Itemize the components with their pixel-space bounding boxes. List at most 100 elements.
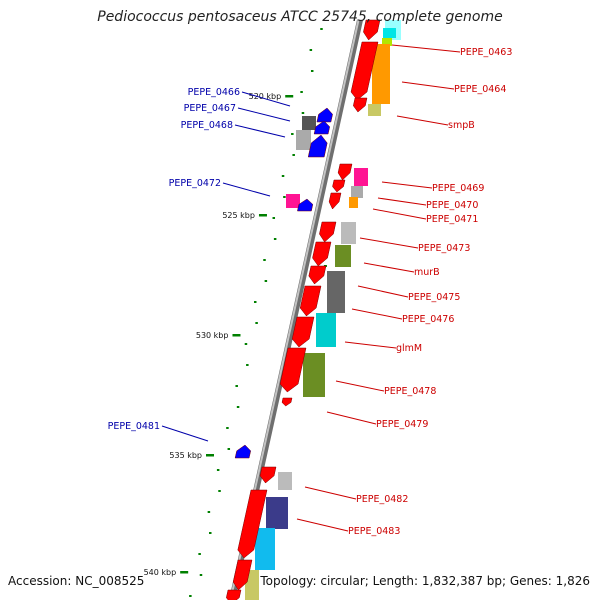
- minor-tick: [309, 49, 313, 51]
- minor-tick: [253, 301, 257, 303]
- leader-line: [359, 237, 419, 249]
- cog-box: [341, 222, 356, 244]
- leader-line: [401, 81, 455, 90]
- tick-label: 530 kbp: [196, 331, 229, 340]
- forward-gene-arrow: [281, 397, 293, 407]
- forward-gene-arrow: [312, 241, 332, 267]
- leader-line: [335, 380, 385, 392]
- forward-gene-arrow: [337, 163, 353, 181]
- gene-labels: PEPE_0463 PEPE_0464 smpB PEPE_0469 PEPE_0470…: [108, 47, 513, 537]
- minor-tick: [320, 28, 323, 30]
- major-tick: [258, 214, 267, 217]
- cog-color-boxes: [245, 20, 401, 600]
- minor-tick: [300, 91, 303, 93]
- forward-gene-label: PEPE_0482: [356, 494, 408, 505]
- forward-gene-label: murB: [414, 267, 440, 278]
- minor-tick: [198, 553, 201, 555]
- forward-gene-arrow: [350, 41, 379, 101]
- forward-gene-label: PEPE_0476: [402, 314, 454, 325]
- minor-tick: [189, 595, 192, 597]
- cog-box: [245, 570, 259, 600]
- forward-gene-arrow: [279, 347, 307, 393]
- cog-box: [354, 168, 368, 186]
- forward-gene-arrow: [232, 559, 253, 591]
- cog-box: [351, 186, 363, 198]
- cog-box: [349, 197, 358, 208]
- cog-box: [255, 528, 275, 570]
- minor-tick: [310, 70, 314, 72]
- reverse-gene-arrow: [313, 120, 330, 135]
- leader-line: [396, 115, 449, 126]
- major-tick: [180, 571, 189, 574]
- cog-box: [382, 38, 392, 46]
- minor-tick: [301, 112, 305, 114]
- cog-box: [286, 194, 300, 208]
- minor-tick: [255, 322, 258, 324]
- leader-line: [241, 91, 291, 107]
- forward-gene-arrow: [299, 285, 322, 317]
- tick-label: 525 kbp: [222, 211, 255, 220]
- reverse-gene-label: PEPE_0467: [184, 103, 236, 114]
- leader-line: [372, 208, 427, 220]
- leader-line: [363, 262, 415, 273]
- map-title: Pediococcus pentosaceus ATCC 25745, comp…: [97, 9, 503, 25]
- leader-line: [357, 285, 409, 298]
- forward-gene-label: PEPE_0473: [418, 243, 470, 254]
- minor-tick: [199, 574, 203, 576]
- forward-gene-label: PEPE_0475: [408, 292, 460, 303]
- minor-tick: [246, 364, 249, 366]
- cog-box: [302, 116, 316, 130]
- forward-gene-arrow: [319, 221, 337, 243]
- reverse-gene-label: PEPE_0466: [188, 87, 240, 98]
- reverse-gene-arrow: [316, 107, 333, 123]
- forward-gene-arrow: [308, 265, 327, 285]
- forward-gene-label: PEPE_0479: [376, 419, 428, 430]
- forward-gene-label: PEPE_0470: [426, 200, 478, 211]
- forward-gene-arrow: [259, 466, 277, 484]
- reverse-gene-label: PEPE_0472: [169, 178, 221, 189]
- forward-gene-arrow: [237, 489, 268, 559]
- minor-tick: [273, 238, 277, 240]
- leader-line: [381, 181, 433, 189]
- major-tick: [285, 95, 294, 98]
- forward-gene-arrow: [226, 589, 242, 600]
- forward-gene-label: PEPE_0478: [384, 386, 436, 397]
- leader-line: [296, 518, 349, 532]
- forward-gene-arrow: [363, 19, 381, 41]
- minor-tick: [209, 532, 212, 534]
- cog-box: [383, 28, 396, 38]
- tick-label: 520 kbp: [249, 92, 282, 101]
- accession-label: Accession: NC_008525: [8, 574, 145, 588]
- forward-gene-label: PEPE_0471: [426, 214, 478, 225]
- forward-gene-arrow: [291, 316, 315, 348]
- genome-summary: Topology: circular; Length: 1,832,387 bp…: [260, 574, 590, 588]
- cog-box: [266, 497, 288, 529]
- cog-box: [303, 353, 325, 397]
- minor-tick: [207, 511, 211, 513]
- gene-arrows: [226, 19, 381, 600]
- minor-tick: [291, 133, 294, 135]
- leader-line: [222, 182, 271, 197]
- reverse-gene-label: PEPE_0481: [108, 421, 160, 432]
- forward-gene-label: glmM: [396, 343, 422, 354]
- minor-tick: [227, 448, 231, 450]
- cog-box: [368, 104, 381, 116]
- cog-box: [296, 130, 311, 150]
- forward-gene-arrow: [332, 179, 346, 193]
- forward-gene-arrow: [353, 97, 368, 113]
- leader-line: [326, 411, 377, 425]
- minor-tick: [226, 427, 229, 429]
- leader-line: [377, 197, 427, 206]
- forward-gene-label: PEPE_0463: [460, 47, 512, 58]
- minor-tick: [264, 280, 268, 282]
- minor-tick: [281, 175, 285, 177]
- reverse-gene-arrow: [234, 444, 251, 459]
- minor-tick: [283, 196, 286, 198]
- minor-tick: [272, 217, 276, 219]
- leader-line: [304, 486, 357, 500]
- label-leader-lines: [161, 44, 461, 532]
- tick-label: 540 kbp: [144, 568, 177, 577]
- minor-tick: [263, 259, 266, 261]
- reverse-gene-label: PEPE_0468: [181, 120, 233, 131]
